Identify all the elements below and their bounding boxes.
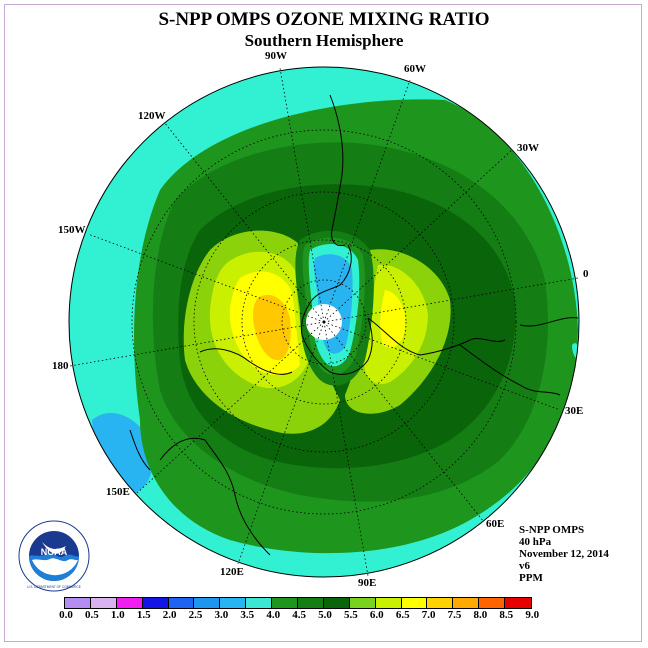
coast-ross-ice-shelf xyxy=(199,348,293,375)
info-level: 40 hPa xyxy=(519,536,552,548)
coast-south-america xyxy=(329,94,346,247)
graticule xyxy=(69,67,579,577)
lon-label-90e: 90E xyxy=(358,577,377,589)
colorbar-swatch xyxy=(246,598,273,608)
lon-label-90w: 90W xyxy=(265,50,287,62)
meridian-90w-90e xyxy=(279,67,325,323)
meridian-0 xyxy=(323,277,579,323)
colorbar-swatch xyxy=(168,598,195,608)
colorbar-tick-label: 2.0 xyxy=(162,609,177,621)
south-pole-marker xyxy=(322,320,326,324)
colorbar-swatch xyxy=(65,598,91,608)
lon-label-150w: 150W xyxy=(58,224,86,236)
lon-label-120e: 120E xyxy=(220,566,244,578)
map-disc-outline xyxy=(68,66,580,578)
latitude-circle-60s xyxy=(241,239,407,405)
colorbar-tick-label: 8.5 xyxy=(499,609,514,621)
colorbar-tick-label: 8.0 xyxy=(473,609,488,621)
latitude-circle-30s xyxy=(131,129,517,515)
colorbar-tick-label: 6.0 xyxy=(369,609,384,621)
coast-new-zealand xyxy=(129,429,151,471)
colorbar-swatch xyxy=(142,598,169,608)
meridian-90e xyxy=(323,321,369,577)
colorbar-tick-label: 1.5 xyxy=(136,609,151,621)
colorbar-swatch xyxy=(375,598,402,608)
lon-label-180: 180 xyxy=(52,360,69,372)
meridian-180 xyxy=(69,321,325,367)
coast-east-antarctica xyxy=(367,317,506,356)
info-date: November 12, 2014 xyxy=(519,548,609,560)
colorbar-swatch xyxy=(116,598,143,608)
colorbar-tick-label: 3.0 xyxy=(214,609,229,621)
lon-label-0: 0 xyxy=(583,268,589,280)
colorbar-swatch xyxy=(427,598,454,608)
lon-label-150e: 150E xyxy=(106,486,130,498)
svg-text:U.S. DEPARTMENT OF COMMERCE: U.S. DEPARTMENT OF COMMERCE xyxy=(27,585,81,589)
colorbar-tick-label: 6.5 xyxy=(395,609,410,621)
meridian-60w xyxy=(323,79,411,323)
colorbar-swatch xyxy=(323,598,350,608)
colorbar-tick-label: 4.5 xyxy=(292,609,306,621)
meridian-120w xyxy=(163,121,325,323)
colorbar-swatch xyxy=(479,598,506,608)
info-units: PPM xyxy=(519,572,543,584)
colorbar-swatch xyxy=(90,598,117,608)
meridian-150e xyxy=(135,321,325,495)
colorbar-tick-label: 7.0 xyxy=(421,609,436,621)
ozone-band-7.0-left xyxy=(253,294,291,361)
coastlines xyxy=(129,94,579,556)
colorbar-tick-label: 3.5 xyxy=(240,609,255,621)
coast-australia xyxy=(159,437,271,556)
info-block: S-NPP OMPS 40 hPa November 12, 2014 v6 P… xyxy=(519,524,609,584)
colorbar-tick-label: 5.0 xyxy=(318,609,332,621)
colorbar-swatch xyxy=(298,598,324,608)
meridian-30w xyxy=(323,149,513,323)
coast-antarctic-peninsula xyxy=(301,244,373,375)
lon-label-30w: 30W xyxy=(517,142,539,154)
info-instrument: S-NPP OMPS xyxy=(519,524,585,536)
lon-label-60w: 60W xyxy=(404,63,426,75)
colorbar-tick-label: 7.5 xyxy=(447,609,462,621)
colorbar-swatch xyxy=(194,598,221,608)
colorbar-tick-label: 5.5 xyxy=(344,609,358,621)
lon-label-120w: 120W xyxy=(138,110,166,122)
map-subtitle: Southern Hemisphere xyxy=(244,31,404,50)
meridian-120e xyxy=(237,321,325,565)
info-version: v6 xyxy=(519,560,530,572)
meridian-60e xyxy=(323,321,485,523)
latitude-circle-75s xyxy=(281,279,367,365)
colorbar-tick-label: 1.0 xyxy=(110,609,125,621)
colorbar-tick-label: 0.5 xyxy=(85,609,99,621)
noaa-logo: NOAA U.S. DEPARTMENT OF COMMERCE xyxy=(18,520,90,592)
lon-label-60e: 60E xyxy=(486,518,505,530)
colorbar-tick-label: 9.0 xyxy=(525,609,540,621)
colorbar xyxy=(64,597,533,609)
colorbar-tick-label: 0.0 xyxy=(59,609,73,621)
colorbar-swatch xyxy=(453,598,480,608)
colorbar-swatch xyxy=(272,598,299,608)
colorbar-tick-label: 2.5 xyxy=(188,609,203,621)
colorbar-swatch xyxy=(349,598,376,608)
coast-southern-africa xyxy=(459,344,561,396)
noaa-logo-wordmark: NOAA xyxy=(41,547,68,557)
lon-label-30e: 30E xyxy=(565,405,584,417)
colorbar-swatch xyxy=(220,598,247,608)
map-title: S-NPP OMPS OZONE MIXING RATIO xyxy=(158,9,490,30)
colorbar-swatch xyxy=(505,598,532,608)
latitude-circle-45s xyxy=(193,191,455,453)
colorbar-tick-label: 4.0 xyxy=(266,609,281,621)
colorbar-swatch xyxy=(401,598,428,608)
coast-africa xyxy=(519,317,579,327)
